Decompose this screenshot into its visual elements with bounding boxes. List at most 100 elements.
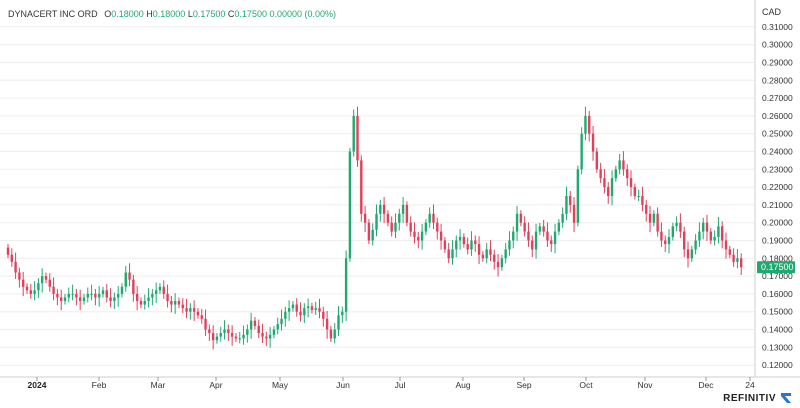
candle-body[interactable] bbox=[477, 244, 481, 255]
candle-body[interactable] bbox=[151, 293, 154, 298]
candle-body[interactable] bbox=[584, 115, 587, 134]
candle-body[interactable] bbox=[94, 293, 97, 298]
candle-body[interactable] bbox=[37, 283, 40, 291]
candle-body[interactable] bbox=[348, 151, 352, 259]
candle-body[interactable] bbox=[599, 169, 602, 179]
candle-body[interactable] bbox=[485, 249, 488, 259]
candle-body[interactable] bbox=[713, 236, 716, 241]
candle-body[interactable] bbox=[154, 290, 158, 294]
candle-body[interactable] bbox=[379, 204, 382, 214]
candle-body[interactable] bbox=[455, 240, 458, 250]
candle-body[interactable] bbox=[667, 236, 671, 245]
candle-body[interactable] bbox=[215, 336, 219, 341]
candle-body[interactable] bbox=[709, 231, 713, 241]
candle-body[interactable] bbox=[386, 213, 390, 223]
candle-body[interactable] bbox=[721, 226, 724, 241]
candle-body[interactable] bbox=[508, 240, 511, 250]
candle-body[interactable] bbox=[318, 308, 321, 312]
candle-body[interactable] bbox=[462, 236, 466, 245]
candle-body[interactable] bbox=[439, 231, 443, 241]
candle-body[interactable] bbox=[493, 254, 496, 262]
candle-body[interactable] bbox=[496, 261, 500, 268]
candle-body[interactable] bbox=[481, 254, 485, 259]
candle-body[interactable] bbox=[299, 311, 302, 316]
candle-body[interactable] bbox=[219, 333, 222, 337]
candle-body[interactable] bbox=[458, 236, 462, 241]
candle-body[interactable] bbox=[382, 204, 386, 214]
candle-body[interactable] bbox=[705, 222, 709, 232]
candle-body[interactable] bbox=[432, 213, 435, 223]
candle-body[interactable] bbox=[356, 115, 359, 161]
candle-body[interactable] bbox=[451, 249, 454, 259]
candle-body[interactable] bbox=[242, 334, 245, 339]
candle-body[interactable] bbox=[181, 304, 184, 309]
candle-body[interactable] bbox=[109, 297, 112, 302]
candle-body[interactable] bbox=[173, 301, 177, 305]
candle-body[interactable] bbox=[626, 169, 629, 179]
candle-body[interactable] bbox=[18, 272, 21, 280]
candle-body[interactable] bbox=[420, 231, 424, 241]
candle-body[interactable] bbox=[717, 226, 720, 237]
candle-body[interactable] bbox=[352, 115, 355, 152]
candle-body[interactable] bbox=[200, 315, 203, 319]
candle-body[interactable] bbox=[211, 333, 215, 341]
candle-body[interactable] bbox=[557, 222, 561, 232]
candle-body[interactable] bbox=[325, 318, 329, 330]
candle-body[interactable] bbox=[253, 320, 257, 326]
candle-body[interactable] bbox=[33, 290, 36, 294]
candle-body[interactable] bbox=[6, 247, 10, 255]
candle-body[interactable] bbox=[417, 236, 420, 241]
candle-body[interactable] bbox=[86, 293, 89, 298]
candle-body[interactable] bbox=[671, 226, 675, 237]
candle-body[interactable] bbox=[314, 308, 317, 310]
candle-body[interactable] bbox=[101, 290, 105, 294]
candle-body[interactable] bbox=[569, 196, 572, 205]
candle-body[interactable] bbox=[603, 178, 606, 188]
candle-body[interactable] bbox=[694, 240, 697, 250]
candle-body[interactable] bbox=[542, 226, 545, 232]
candle-body[interactable] bbox=[645, 204, 648, 214]
candle-body[interactable] bbox=[538, 226, 542, 232]
candle-body[interactable] bbox=[246, 329, 249, 335]
candle-body[interactable] bbox=[618, 160, 621, 170]
candle-body[interactable] bbox=[664, 240, 667, 245]
candle-body[interactable] bbox=[341, 311, 344, 316]
candle-body[interactable] bbox=[740, 258, 743, 268]
candle-body[interactable] bbox=[652, 213, 656, 223]
candle-body[interactable] bbox=[405, 204, 409, 223]
candle-body[interactable] bbox=[310, 306, 314, 310]
candle-body[interactable] bbox=[534, 231, 538, 250]
candle-body[interactable] bbox=[512, 231, 515, 241]
candle-body[interactable] bbox=[52, 286, 55, 294]
candle-body[interactable] bbox=[394, 222, 397, 232]
candle-body[interactable] bbox=[82, 297, 86, 302]
candle-body[interactable] bbox=[637, 196, 640, 197]
candle-body[interactable] bbox=[249, 320, 253, 330]
candle-body[interactable] bbox=[185, 308, 188, 312]
candle-body[interactable] bbox=[679, 222, 682, 232]
candle-body[interactable] bbox=[702, 222, 705, 232]
candle-body[interactable] bbox=[523, 222, 526, 232]
candle-body[interactable] bbox=[25, 286, 29, 291]
candle-body[interactable] bbox=[257, 325, 260, 334]
candle-body[interactable] bbox=[588, 115, 591, 134]
candle-body[interactable] bbox=[504, 249, 507, 259]
candle-body[interactable] bbox=[629, 178, 633, 188]
candle-body[interactable] bbox=[675, 222, 678, 227]
candle-body[interactable] bbox=[162, 286, 165, 294]
candle-body[interactable] bbox=[170, 301, 173, 305]
candle-body[interactable] bbox=[90, 293, 93, 295]
candle-body[interactable] bbox=[375, 213, 378, 230]
candle-body[interactable] bbox=[113, 297, 116, 302]
candle-body[interactable] bbox=[158, 286, 162, 291]
candle-body[interactable] bbox=[128, 272, 131, 280]
candle-body[interactable] bbox=[204, 318, 207, 330]
candle-body[interactable] bbox=[337, 315, 340, 330]
candle-body[interactable] bbox=[192, 308, 196, 312]
candle-body[interactable] bbox=[424, 222, 428, 232]
candle-body[interactable] bbox=[470, 240, 473, 250]
candle-body[interactable] bbox=[29, 290, 32, 294]
candle-body[interactable] bbox=[14, 261, 17, 273]
candle-body[interactable] bbox=[71, 293, 74, 295]
